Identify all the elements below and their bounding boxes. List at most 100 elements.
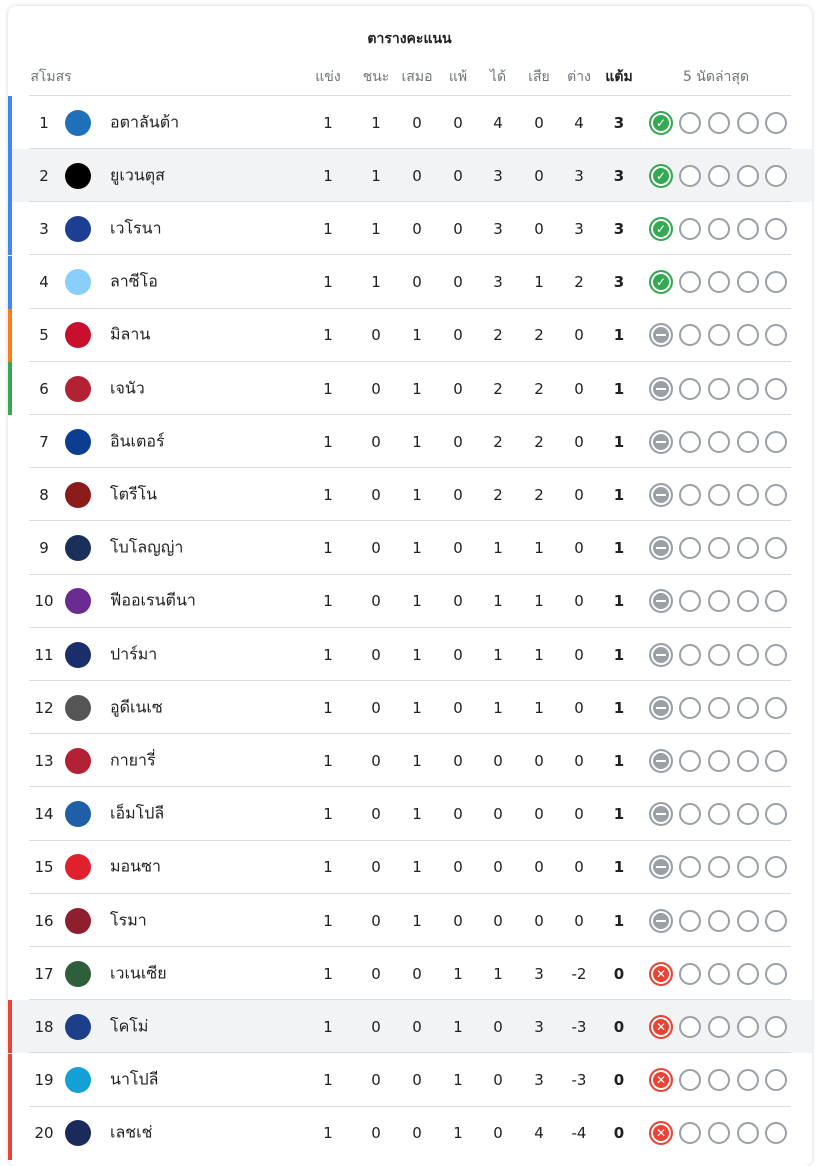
club-logo-icon <box>65 747 91 774</box>
table-row[interactable]: 19 นาโปลี 1 0 0 1 0 3 -3 0 ✕ <box>8 1053 812 1107</box>
empty-result-icon <box>765 962 787 985</box>
empty-result-icon <box>708 537 730 560</box>
rank: 20 <box>34 1124 54 1143</box>
table-row[interactable]: 3 เวโรนา 1 1 0 0 3 0 3 3 ✓ <box>8 202 812 256</box>
empty-result-icon <box>679 537 701 560</box>
header-won: ชนะ <box>362 69 390 85</box>
points: 3 <box>613 166 625 185</box>
club-name[interactable]: โรมา <box>110 910 147 929</box>
table-row[interactable]: 18 โคโม่ 1 0 0 1 0 3 -3 0 ✕ <box>8 1000 812 1054</box>
table-row[interactable]: 9 โบโลญญ่า 1 0 1 0 1 1 0 1 <box>8 522 812 575</box>
club-name[interactable]: ลาซีโอ <box>110 271 158 291</box>
club-name[interactable]: อตาลันต้า <box>110 112 180 131</box>
played: 1 <box>323 1124 333 1143</box>
rank: 15 <box>34 858 54 877</box>
zone-indicator <box>8 96 12 149</box>
club-name[interactable]: โตรีโน <box>110 484 158 504</box>
rank: 5 <box>39 326 49 345</box>
empty-result-icon <box>765 537 787 560</box>
club-name[interactable]: เวเนเซีย <box>110 963 167 983</box>
played: 1 <box>323 964 333 983</box>
rank: 7 <box>39 432 49 451</box>
draw-dash-icon[interactable] <box>649 482 673 507</box>
played: 1 <box>323 219 333 238</box>
table-row[interactable]: 14 เอ็มโปลี 1 0 1 0 0 0 0 1 <box>8 788 812 841</box>
goals-against: 2 <box>534 485 544 504</box>
table-row[interactable]: 5 มิลาน 1 0 1 0 2 2 0 1 <box>8 308 812 362</box>
goals-against: 2 <box>534 432 544 451</box>
club-name[interactable]: เวโรนา <box>110 218 162 238</box>
table-row[interactable]: 8 โตรีโน 1 0 1 0 2 2 0 1 <box>8 468 812 522</box>
club-name[interactable]: มิลาน <box>110 324 151 344</box>
drawn: 1 <box>412 911 422 930</box>
draw-dash-icon[interactable] <box>649 642 673 667</box>
table-row[interactable]: 1 อตาลันต้า 1 1 0 0 4 0 4 3 ✓ <box>8 96 812 149</box>
win-check-icon[interactable]: ✓ <box>649 270 673 295</box>
club-name[interactable]: ปาร์มา <box>110 644 158 663</box>
win-check-icon[interactable]: ✓ <box>649 216 673 241</box>
table-row[interactable]: 11 ปาร์มา 1 0 1 0 1 1 0 1 <box>8 628 812 681</box>
table-row[interactable]: 13 กายารี่ 1 0 1 0 0 0 0 1 <box>8 734 812 788</box>
empty-result-icon <box>679 856 701 879</box>
table-row[interactable]: 17 เวเนเซีย 1 0 0 1 1 3 -2 0 ✕ <box>8 947 812 1001</box>
won: 1 <box>371 273 381 292</box>
empty-result-icon <box>679 1069 701 1092</box>
draw-dash-icon[interactable] <box>649 695 673 720</box>
win-check-icon[interactable]: ✓ <box>649 110 673 135</box>
empty-result-icon <box>679 643 701 666</box>
loss-x-icon[interactable]: ✕ <box>649 1121 673 1146</box>
club-logo-icon <box>65 109 91 136</box>
empty-result-icon <box>708 111 730 134</box>
club-logo-icon <box>65 215 91 242</box>
row-divider <box>29 148 791 149</box>
draw-dash-icon[interactable] <box>649 536 673 561</box>
draw-dash-icon[interactable] <box>649 908 673 933</box>
draw-dash-icon[interactable] <box>649 855 673 880</box>
zone-indicator <box>8 149 12 203</box>
draw-dash-icon[interactable] <box>649 429 673 454</box>
loss-x-icon[interactable]: ✕ <box>649 1068 673 1093</box>
draw-dash-icon[interactable] <box>649 802 673 827</box>
club-name[interactable]: ยูเวนตุส <box>110 165 165 185</box>
drawn: 1 <box>412 751 422 770</box>
won: 0 <box>371 432 381 451</box>
empty-result-icon <box>679 430 701 453</box>
win-check-icon[interactable]: ✓ <box>649 163 673 188</box>
rank: 18 <box>34 1017 54 1036</box>
club-name[interactable]: มอนซา <box>110 856 161 876</box>
lost: 1 <box>453 1017 463 1036</box>
club-name[interactable]: นาโปลี <box>110 1069 159 1089</box>
club-name[interactable]: อูดีเนเซ <box>110 697 163 717</box>
table-row[interactable]: 7 อินเตอร์ 1 0 1 0 2 2 0 1 <box>8 415 812 469</box>
club-name[interactable]: ฟีออเรนตีนา <box>110 590 196 610</box>
club-name[interactable]: กายารี่ <box>110 750 156 770</box>
club-name[interactable]: อินเตอร์ <box>110 431 165 451</box>
loss-x-icon[interactable]: ✕ <box>649 1014 673 1039</box>
goals-for: 2 <box>493 485 503 504</box>
club-name[interactable]: เอ็มโปลี <box>110 803 165 823</box>
lost: 0 <box>453 326 463 345</box>
table-row[interactable]: 12 อูดีเนเซ 1 0 1 0 1 1 0 1 <box>8 681 812 735</box>
points: 1 <box>613 911 625 930</box>
table-row[interactable]: 20 เลชเช่ 1 0 0 1 0 4 -4 0 ✕ <box>8 1106 812 1160</box>
loss-x-icon[interactable]: ✕ <box>649 961 673 986</box>
club-name[interactable]: โคโม่ <box>110 1016 149 1036</box>
club-name[interactable]: เจนัว <box>110 378 145 397</box>
table-row[interactable]: 10 ฟีออเรนตีนา 1 0 1 0 1 1 0 1 <box>8 575 812 628</box>
empty-result-icon <box>765 856 787 879</box>
draw-dash-icon[interactable] <box>649 323 673 348</box>
table-row[interactable]: 4 ลาซีโอ 1 1 0 0 3 1 2 3 ✓ <box>8 255 812 309</box>
draw-dash-icon[interactable] <box>649 589 673 614</box>
table-row[interactable]: 15 มอนซา 1 0 1 0 0 0 0 1 <box>8 841 812 894</box>
empty-result-icon <box>708 909 730 932</box>
draw-dash-icon[interactable] <box>649 376 673 401</box>
club-name[interactable]: โบโลญญ่า <box>110 537 184 557</box>
table-row[interactable]: 16 โรมา 1 0 1 0 0 0 0 1 <box>8 894 812 947</box>
goals-against: 0 <box>534 751 544 770</box>
club-name[interactable]: เลชเช่ <box>110 1122 153 1142</box>
empty-result-icon <box>765 1122 787 1145</box>
table-row[interactable]: 2 ยูเวนตุส 1 1 0 0 3 0 3 3 ✓ <box>8 149 812 203</box>
row-divider <box>29 839 791 841</box>
table-row[interactable]: 6 เจนัว 1 0 1 0 2 2 0 1 <box>8 362 812 415</box>
draw-dash-icon[interactable] <box>649 748 673 773</box>
